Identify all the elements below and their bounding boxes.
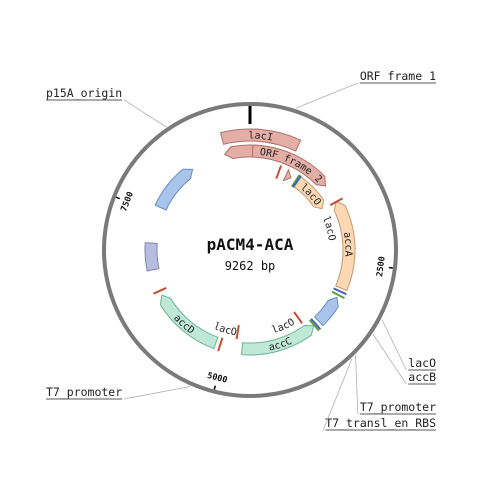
site-mark-4 <box>333 287 347 296</box>
tick-label-2: 5000 <box>206 371 228 386</box>
external-label-lacO-ext: lacO <box>381 319 436 371</box>
feature-lacI-a: lacI <box>219 128 302 152</box>
leader-line-accB-ext <box>372 333 407 385</box>
feature-shape-accA <box>333 200 356 292</box>
feature-label-lacO-4: lacO <box>212 321 238 338</box>
feature-shape-purple <box>144 242 160 272</box>
leader-line-lacO-ext <box>381 319 407 371</box>
plasmid-backbone <box>102 102 398 398</box>
feature-purple <box>144 242 160 272</box>
external-label-text-t7p-right: T7_promoter <box>360 400 436 414</box>
site-mark-10 <box>217 337 224 352</box>
site-mark-5 <box>331 290 345 300</box>
site-mark-0 <box>275 165 283 180</box>
site-mark-1 <box>291 174 301 188</box>
feature-shape-tri <box>282 168 292 182</box>
feature-label-lacO-2: lacO <box>320 215 337 242</box>
feature-label-text-lacO-4: lacO <box>212 321 238 338</box>
site-mark-3 <box>329 197 344 207</box>
feature-label-text-orf2: ORF frame 2 <box>259 147 324 185</box>
external-label-t7p-right: T7_promoter <box>355 355 436 415</box>
site-mark-8 <box>293 311 303 324</box>
leader-line-orf1 <box>295 82 358 109</box>
external-label-orf1: ORF frame 1 <box>295 69 436 109</box>
feature-label-text-lacO-2: lacO <box>320 215 337 242</box>
feature-shape-lacI-a <box>219 128 302 152</box>
feature-shape-accD <box>159 294 219 350</box>
mark-layer <box>153 165 347 352</box>
leader-line-p15a <box>123 99 167 128</box>
leader-line-t7rbs <box>322 358 353 431</box>
feature-blue2 <box>154 168 194 211</box>
external-label-text-accB-ext: accB <box>408 370 436 384</box>
feature-lacO-2: lacO <box>320 215 337 242</box>
feature-shape-blue2 <box>154 168 194 211</box>
external-label-text-orf1: ORF frame 1 <box>360 69 436 83</box>
feature-label-orf2: ORF frame 2 <box>259 147 324 185</box>
external-label-text-t7rbs: T7_transl_en_RBS <box>325 416 436 430</box>
feature-shape-lacO-1 <box>293 176 325 210</box>
label-layer: ORF frame 1p15A_originlacOaccBT7_promote… <box>46 69 436 431</box>
external-label-text-t7p-left: T7_promoter <box>46 385 122 399</box>
tick-mark-1 <box>388 266 393 269</box>
plasmid-name: pACM4-ACA <box>207 235 294 254</box>
external-label-accB-ext: accB <box>372 333 436 385</box>
site-mark-2 <box>292 175 302 188</box>
site-mark-7 <box>308 319 320 332</box>
external-label-text-lacO-ext: lacO <box>408 356 436 370</box>
external-label-t7p-left: T7_promoter <box>46 385 191 400</box>
feature-lacO-4: lacO <box>212 321 238 338</box>
tick-label-1: 2500 <box>375 256 387 278</box>
plasmid-size: 9262 bp <box>225 259 276 273</box>
external-label-p15a: p15A_origin <box>46 86 167 128</box>
external-label-t7rbs: T7_transl_en_RBS <box>322 358 436 431</box>
feature-accB <box>313 296 339 327</box>
feature-tri <box>282 168 292 182</box>
leader-line-t7p-left <box>124 386 191 400</box>
feature-shape-accC <box>240 324 315 356</box>
tick-mark-2 <box>213 385 217 390</box>
leader-line-t7p-right <box>355 355 359 415</box>
site-mark-9 <box>235 325 240 340</box>
site-mark-6 <box>310 318 322 330</box>
feature-accA: accA <box>333 200 356 292</box>
external-label-text-p15a: p15A_origin <box>46 86 122 100</box>
tick-mark-3 <box>115 196 121 200</box>
feature-shape-accB <box>313 296 339 327</box>
feature-shape-orf2 <box>252 144 327 187</box>
feature-orf2: ORF frame 2 <box>252 144 327 187</box>
feature-accD: accD <box>159 294 219 350</box>
tick-label-3: 7500 <box>119 190 136 213</box>
site-mark-11 <box>153 287 167 295</box>
